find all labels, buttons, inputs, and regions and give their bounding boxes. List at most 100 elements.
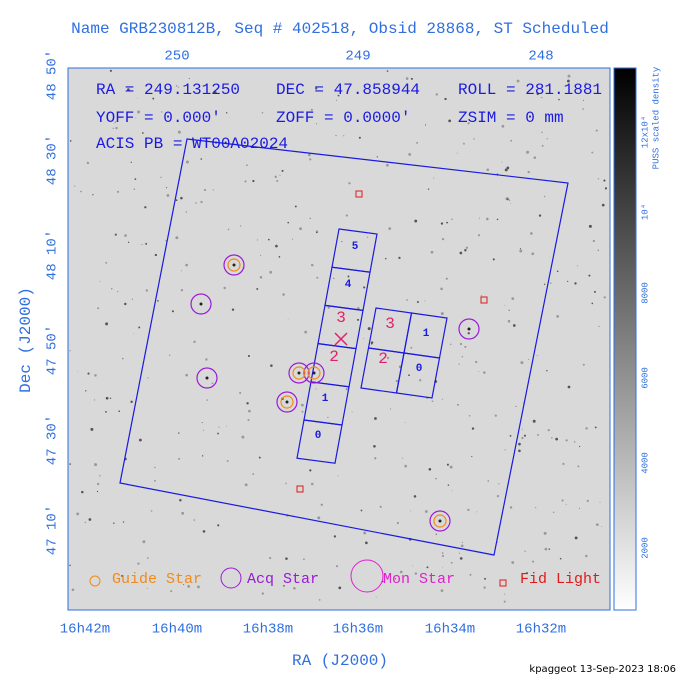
background-star xyxy=(212,189,214,191)
background-star xyxy=(146,557,149,559)
colorbar-tick-label: 12x10⁴ xyxy=(639,116,650,148)
star xyxy=(232,263,236,267)
background-star xyxy=(247,418,250,421)
background-star xyxy=(90,427,94,431)
background-star xyxy=(496,494,500,498)
background-star xyxy=(584,82,588,85)
background-star xyxy=(601,526,603,528)
background-star xyxy=(419,379,422,382)
background-star xyxy=(567,74,571,78)
background-star xyxy=(591,151,594,154)
left-tick-label: 48 50' xyxy=(45,50,61,100)
background-star xyxy=(463,142,465,145)
background-star xyxy=(404,464,408,468)
background-star xyxy=(433,177,435,179)
bottom-tick-label: 16h34m xyxy=(425,622,475,638)
background-star xyxy=(406,299,408,301)
background-star xyxy=(545,370,548,372)
star xyxy=(285,400,289,404)
background-star xyxy=(543,283,546,285)
background-star xyxy=(241,435,245,439)
background-star xyxy=(521,428,523,430)
colorbar-label: PUSS scaled density xyxy=(651,66,661,169)
background-star xyxy=(475,360,478,364)
background-star xyxy=(515,405,517,407)
bottom-tick-label: 16h42m xyxy=(60,622,110,638)
background-star xyxy=(257,239,258,241)
background-star xyxy=(460,544,464,548)
info-text: YOFF = 0.000' xyxy=(96,109,221,127)
background-star xyxy=(171,310,174,313)
background-star xyxy=(604,187,608,190)
guide-star xyxy=(292,366,306,380)
background-star xyxy=(193,519,196,521)
background-star xyxy=(240,225,242,227)
background-star xyxy=(69,140,72,142)
background-star xyxy=(170,590,173,593)
background-star xyxy=(137,562,140,565)
background-star xyxy=(327,306,331,309)
background-star xyxy=(177,130,181,134)
background-star xyxy=(543,195,546,198)
background-star xyxy=(195,202,197,204)
background-star xyxy=(124,234,127,237)
background-star xyxy=(480,295,483,297)
background-star xyxy=(356,318,360,321)
background-star xyxy=(302,558,305,561)
aimpoint-marker xyxy=(334,332,348,346)
background-star xyxy=(134,178,137,181)
top-tick-label: 250 xyxy=(164,49,189,65)
background-star xyxy=(450,561,453,564)
acq-star xyxy=(288,362,310,384)
background-star xyxy=(115,126,118,130)
colorbar xyxy=(613,67,637,611)
background-star xyxy=(492,258,495,261)
background-star xyxy=(142,540,146,544)
background-star xyxy=(311,263,314,267)
chip-highlight-label: 3 xyxy=(385,315,395,333)
chip-label: 0 xyxy=(315,430,322,442)
background-star xyxy=(185,211,188,213)
background-star xyxy=(211,382,214,385)
legend-mon xyxy=(350,559,384,593)
background-star xyxy=(226,425,228,427)
background-star xyxy=(309,217,311,219)
background-star xyxy=(169,354,171,356)
background-star xyxy=(291,118,294,120)
background-star xyxy=(105,261,108,264)
background-star xyxy=(509,506,513,509)
background-star xyxy=(510,139,513,142)
background-star xyxy=(99,280,101,282)
background-star xyxy=(201,455,204,457)
background-star xyxy=(473,83,475,85)
background-star xyxy=(270,364,273,367)
background-star xyxy=(390,408,392,410)
annotations: RA = 249.131250 DEC = 47.858944 ROLL = 281… xyxy=(17,49,676,675)
background-star xyxy=(483,586,486,589)
chip-label: 4 xyxy=(345,279,352,291)
background-star xyxy=(504,305,506,306)
background-star xyxy=(71,588,75,591)
bottom-tick-label: 16h32m xyxy=(516,622,566,638)
background-star xyxy=(183,584,185,586)
background-star xyxy=(507,319,511,323)
background-star xyxy=(131,298,133,300)
acq-star xyxy=(458,318,480,340)
background-star xyxy=(363,337,365,339)
background-star xyxy=(81,490,84,494)
background-star xyxy=(299,227,302,231)
background-star xyxy=(448,119,452,123)
background-star xyxy=(555,437,559,441)
background-star xyxy=(494,414,497,417)
background-star xyxy=(178,432,180,434)
legend-text: Guide Star xyxy=(112,571,202,588)
background-star xyxy=(274,175,277,179)
background-star xyxy=(252,179,255,183)
colorbar-tick-label: 8000 xyxy=(640,282,650,304)
background-star xyxy=(503,600,506,603)
acq-star xyxy=(190,293,212,315)
background-star xyxy=(307,153,311,157)
background-star xyxy=(114,121,117,123)
background-star xyxy=(188,78,190,79)
background-star xyxy=(166,194,170,197)
